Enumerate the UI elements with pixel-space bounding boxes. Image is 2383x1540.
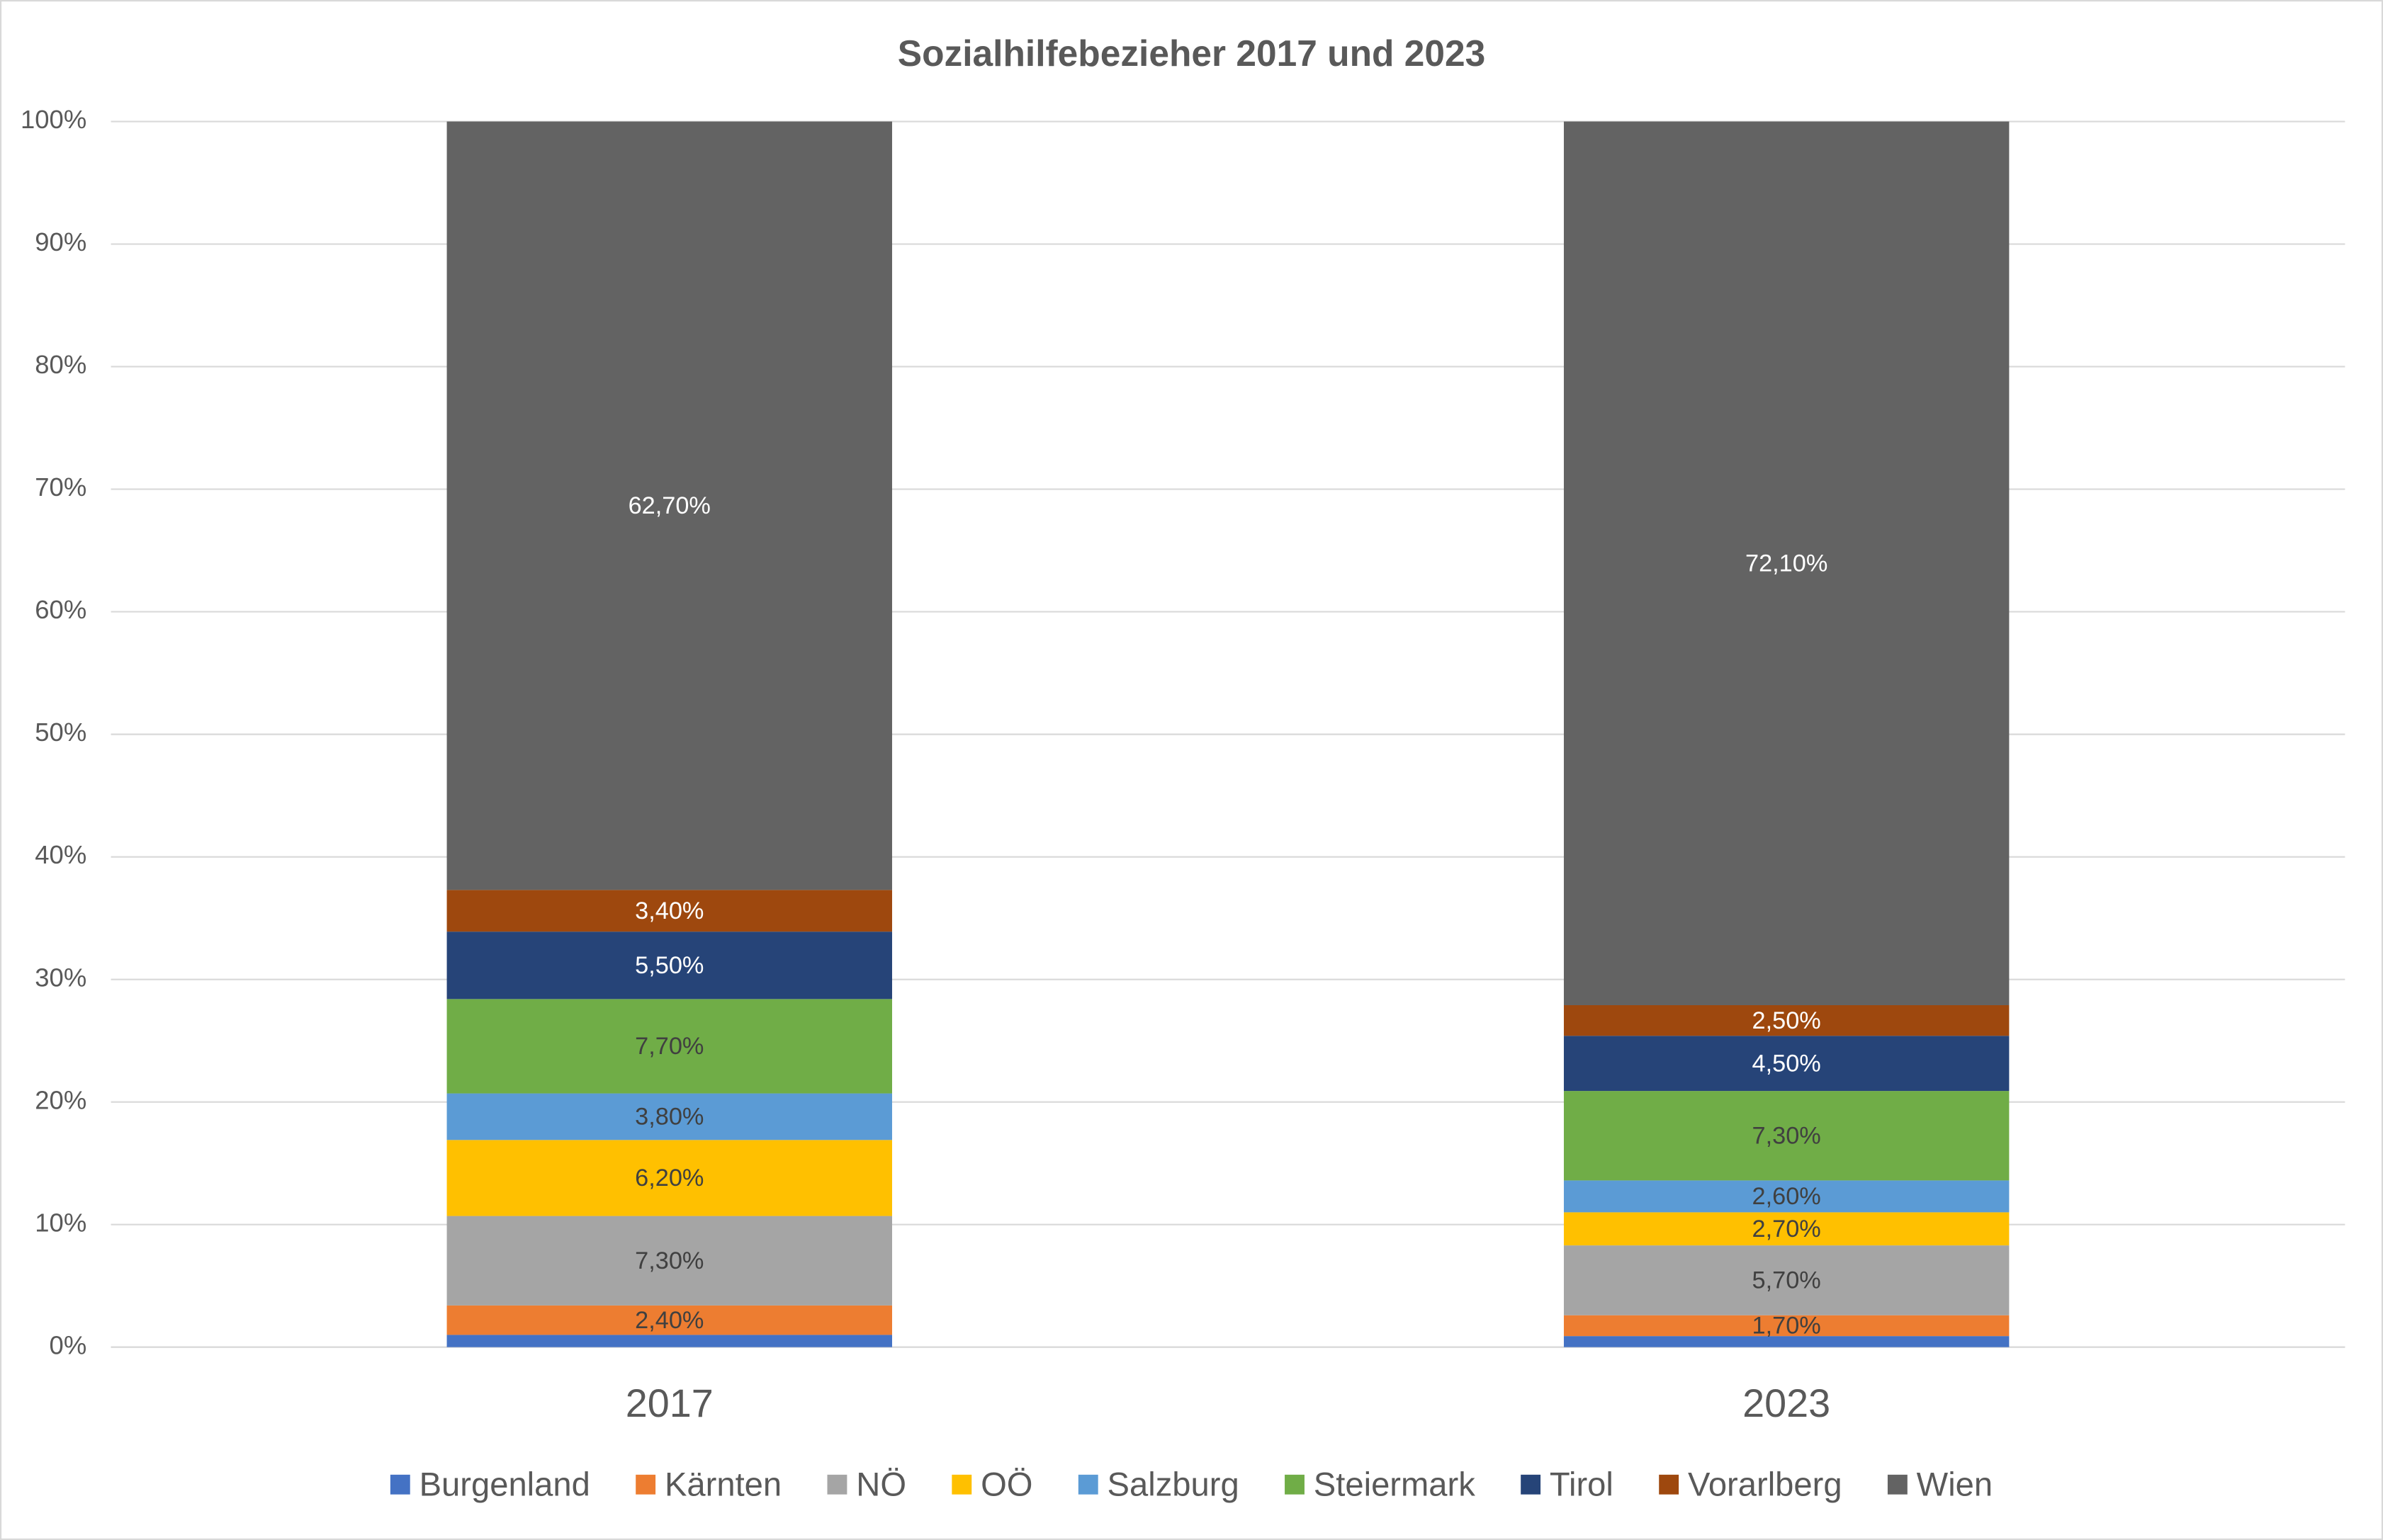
bar-segment bbox=[1563, 1212, 2010, 1246]
data-label: 7,30% bbox=[635, 1247, 704, 1274]
bar-segment bbox=[446, 121, 892, 890]
bar-segment bbox=[1563, 1336, 2010, 1347]
y-tick-label: 20% bbox=[35, 1085, 86, 1114]
data-label: 6,20% bbox=[635, 1165, 704, 1191]
y-tick-label: 70% bbox=[35, 472, 86, 502]
y-tick-label: 90% bbox=[35, 227, 86, 256]
data-label: 5,50% bbox=[635, 952, 704, 979]
legend-label: Wien bbox=[1917, 1465, 1993, 1502]
legend-marker bbox=[1659, 1474, 1679, 1495]
x-tick-label: 2017 bbox=[626, 1381, 714, 1425]
data-label: 3,40% bbox=[635, 898, 704, 924]
x-tick-label: 2023 bbox=[1742, 1381, 1830, 1425]
legend-label: Steiermark bbox=[1314, 1465, 1475, 1502]
bar-segment bbox=[1563, 1004, 2010, 1036]
y-tick-label: 40% bbox=[35, 840, 86, 869]
y-tick-label: 30% bbox=[35, 963, 86, 992]
data-label: 3,80% bbox=[635, 1104, 704, 1131]
data-label: 4,50% bbox=[1752, 1050, 1821, 1077]
data-label: 5,70% bbox=[1752, 1267, 1821, 1294]
legend-marker bbox=[827, 1474, 847, 1495]
bar-segment bbox=[1563, 1091, 2010, 1181]
legend-label: Vorarlberg bbox=[1688, 1465, 1842, 1502]
data-label: 2,70% bbox=[1752, 1216, 1821, 1242]
legend-marker bbox=[636, 1474, 656, 1495]
legend-label: NÖ bbox=[856, 1465, 906, 1502]
legend-label: Salzburg bbox=[1108, 1465, 1239, 1502]
legend-marker bbox=[952, 1474, 972, 1495]
chart-title: Sozialhilfebezieher 2017 und 2023 bbox=[898, 33, 1485, 74]
data-label: 72,10% bbox=[1745, 550, 1827, 577]
bar-segment bbox=[1563, 1315, 2010, 1337]
bar-segment bbox=[446, 890, 892, 932]
y-tick-label: 60% bbox=[35, 595, 86, 624]
y-tick-label: 100% bbox=[21, 105, 86, 134]
data-label: 2,40% bbox=[635, 1307, 704, 1334]
bar-segment bbox=[446, 1140, 892, 1216]
bar-segment bbox=[1563, 1180, 2010, 1213]
legend-marker bbox=[1078, 1474, 1098, 1495]
legend-label: OÖ bbox=[981, 1465, 1032, 1502]
y-tick-label: 80% bbox=[35, 350, 86, 379]
y-tick-label: 0% bbox=[50, 1330, 87, 1359]
bar-segment bbox=[446, 932, 892, 1000]
bar-segment bbox=[1563, 1245, 2010, 1315]
bar-segment bbox=[446, 1093, 892, 1140]
legend-label: Kärnten bbox=[665, 1465, 782, 1502]
legend-marker bbox=[1285, 1474, 1305, 1495]
legend-marker bbox=[1887, 1474, 1908, 1495]
y-tick-label: 50% bbox=[35, 718, 86, 747]
bar-segment bbox=[1563, 121, 2010, 1005]
data-label: 2,50% bbox=[1752, 1007, 1821, 1034]
legend-marker bbox=[390, 1474, 410, 1495]
bar-segment bbox=[446, 1305, 892, 1335]
y-tick-label: 10% bbox=[35, 1208, 86, 1237]
legend-marker bbox=[1521, 1474, 1541, 1495]
data-label: 62,70% bbox=[629, 492, 711, 519]
legend-label: Burgenland bbox=[419, 1465, 590, 1502]
bar-segment bbox=[446, 1216, 892, 1306]
data-label: 1,70% bbox=[1752, 1313, 1821, 1340]
data-label: 7,30% bbox=[1752, 1122, 1821, 1149]
data-label: 2,60% bbox=[1752, 1183, 1821, 1210]
bar-segment bbox=[446, 999, 892, 1094]
legend-label: Tirol bbox=[1550, 1465, 1613, 1502]
data-label: 7,70% bbox=[635, 1033, 704, 1060]
bar-segment bbox=[1563, 1036, 2010, 1092]
bar-segment bbox=[446, 1335, 892, 1347]
